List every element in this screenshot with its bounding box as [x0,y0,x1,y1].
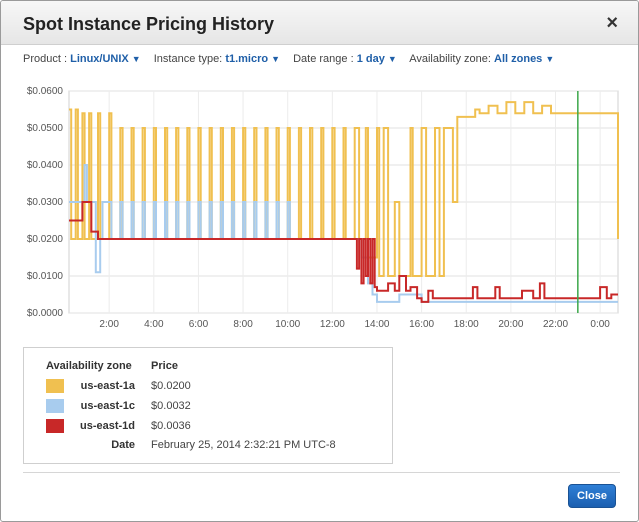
availability-zone-label: Availability zone: [409,53,491,65]
legend-price: $0.0032 [151,400,191,412]
chevron-down-icon[interactable]: ▼ [545,54,555,64]
x-tick-label: 20:00 [498,319,523,330]
instance-type-label: Instance type: [153,53,223,65]
x-tick-label: 6:00 [189,319,209,330]
price-legend: Availability zone Price us-east-1a $0.02… [23,347,393,464]
y-tick-label: $0.0400 [27,160,64,171]
x-tick-label: 16:00 [409,319,434,330]
y-tick-label: $0.0200 [27,234,64,245]
x-tick-label: 8:00 [233,319,253,330]
y-tick-label: $0.0500 [27,123,64,134]
series-line-us-east-1d [69,201,618,303]
legend-swatch [46,419,64,433]
close-button[interactable]: Close [568,484,616,508]
legend-price-header: Price [151,360,178,372]
legend-table: Availability zone Price us-east-1a $0.02… [38,358,344,454]
date-range-dropdown[interactable]: 1 day [356,53,385,65]
legend-zone: us-east-1a [80,380,136,392]
x-tick-label: 12:00 [320,319,345,330]
dialog-titlebar: Spot Instance Pricing History × [1,1,638,45]
y-tick-label: $0.0300 [27,197,64,208]
legend-zone-header: Availability zone [46,360,132,372]
series-line-us-east-1c [69,164,618,303]
footer-divider [23,472,620,473]
y-tick-label: $0.0000 [27,308,64,319]
legend-row: us-east-1c $0.0032 [38,396,344,416]
instance-type-dropdown[interactable]: t1.micro [225,53,269,65]
filter-bar: Product : Linux/UNIX ▼ Instance type: t1.… [23,53,564,69]
x-tick-label: 10:00 [275,319,300,330]
chevron-down-icon[interactable]: ▼ [271,54,281,64]
legend-swatch [46,399,64,413]
product-dropdown[interactable]: Linux/UNIX [70,53,129,65]
availability-zone-dropdown[interactable]: All zones [494,53,543,65]
x-tick-label: 14:00 [364,319,389,330]
pricing-chart[interactable]: $0.0000 $0.0100 $0.0200 $0.0300 $0.0400 $0.05… [1,81,639,331]
chevron-down-icon[interactable]: ▼ [131,54,141,64]
legend-date-value: February 25, 2014 2:32:21 PM UTC-8 [151,439,336,451]
product-label: Product : [23,53,68,65]
dialog-title: Spot Instance Pricing History [23,14,275,34]
legend-date-row: Date February 25, 2014 2:32:21 PM UTC-8 [38,436,344,454]
x-tick-label: 18:00 [454,319,479,330]
legend-row: us-east-1d $0.0036 [38,416,344,436]
date-range-label: Date range : [293,53,354,65]
chevron-down-icon[interactable]: ▼ [387,54,397,64]
x-tick-label: 2:00 [99,319,119,330]
legend-price: $0.0036 [151,420,191,432]
legend-zone: us-east-1d [80,420,136,432]
x-tick-label: 0:00 [590,319,610,330]
x-tick-label: 4:00 [144,319,164,330]
legend-price: $0.0200 [151,380,191,392]
legend-date-label: Date [111,439,136,451]
x-tick-label: 22:00 [543,319,568,330]
legend-row: us-east-1a $0.0200 [38,376,344,396]
legend-zone: us-east-1c [80,400,136,412]
y-tick-label: $0.0600 [27,86,64,97]
close-icon[interactable]: × [606,12,618,34]
legend-swatch [46,379,64,393]
y-tick-label: $0.0100 [27,271,64,282]
